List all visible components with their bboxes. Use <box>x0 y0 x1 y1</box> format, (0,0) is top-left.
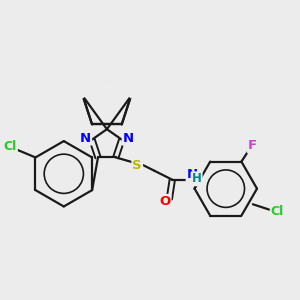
Text: N: N <box>187 168 198 181</box>
Text: F: F <box>248 140 257 152</box>
Text: N: N <box>80 132 91 145</box>
Text: S: S <box>132 159 142 172</box>
Text: N: N <box>123 132 134 145</box>
Text: Cl: Cl <box>271 206 284 218</box>
Text: H: H <box>192 172 202 185</box>
Text: Cl: Cl <box>4 140 17 153</box>
Text: O: O <box>159 195 170 208</box>
